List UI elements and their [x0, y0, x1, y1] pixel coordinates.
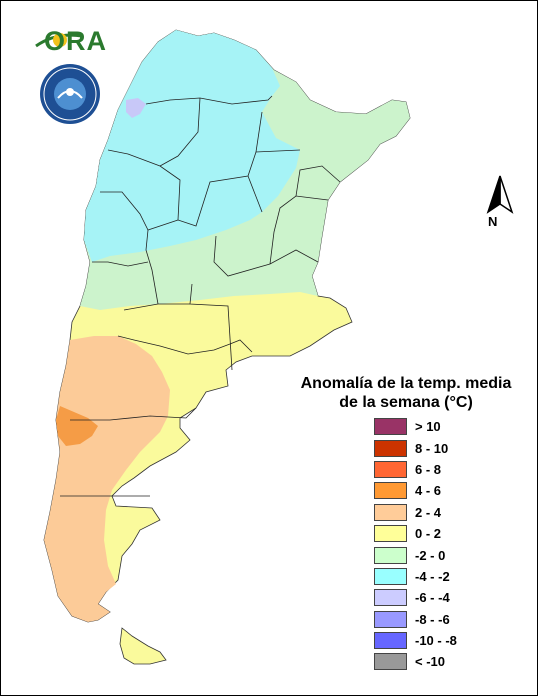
legend-swatch — [374, 460, 407, 478]
legend-swatch — [374, 589, 407, 607]
legend-item: 4 - 6 — [374, 480, 457, 501]
legend-item: -4 - -2 — [374, 566, 457, 587]
legend-title: Anomalía de la temp. media de la semana … — [296, 374, 516, 412]
ora-logo-mark — [35, 33, 83, 48]
north-label: N — [488, 214, 498, 229]
legend-item: > 10 — [374, 416, 457, 437]
legend-label: -2 - 0 — [415, 547, 446, 563]
legend-item: 2 - 4 — [374, 502, 457, 523]
legend-label: -10 - -8 — [415, 633, 457, 649]
province-borders — [60, 95, 341, 497]
legend-label: < -10 — [415, 654, 445, 670]
legend-label: 8 - 10 — [415, 440, 449, 456]
legend-label: 6 - 8 — [415, 461, 442, 477]
tierra-del-fuego — [119, 627, 167, 665]
legend-label: 4 - 6 — [415, 483, 442, 499]
legend-swatch — [374, 482, 407, 500]
legend-swatch — [374, 632, 407, 650]
north-cold-zone — [84, 30, 300, 262]
legend-label: > 10 — [415, 419, 441, 435]
agency-seal-logo — [40, 64, 100, 124]
legend-label: 0 - 2 — [415, 526, 442, 542]
legend-label: -6 - -4 — [415, 590, 450, 606]
legend-swatch — [374, 418, 407, 436]
legend-label: -4 - -2 — [415, 568, 450, 584]
legend-swatch — [374, 439, 407, 457]
legend-item: -10 - -8 — [374, 630, 457, 651]
legend-item: -8 - -6 — [374, 609, 457, 630]
legend-swatch — [374, 503, 407, 521]
north-arrow-icon — [486, 175, 514, 214]
legend-swatch — [374, 567, 407, 585]
legend-title-line-2: de la semana (°C) — [339, 394, 473, 411]
legend-item: -2 - 0 — [374, 544, 457, 565]
legend-swatch — [374, 546, 407, 564]
andes-hot-spot — [56, 406, 98, 446]
legend-swatch — [374, 525, 407, 543]
legend-label: -8 - -6 — [415, 611, 450, 627]
legend-label: 2 - 4 — [415, 504, 442, 520]
legend-swatch — [374, 653, 407, 671]
legend-item: 0 - 2 — [374, 523, 457, 544]
legend-item: -6 - -4 — [374, 587, 457, 608]
legend-title-line-1: Anomalía de la temp. media — [300, 375, 512, 392]
legend-item: < -10 — [374, 651, 457, 672]
legend-swatch — [374, 610, 407, 628]
ora-logo-text: ORA — [44, 26, 107, 56]
legend-item: 8 - 10 — [374, 437, 457, 458]
legend: > 10 8 - 10 6 - 8 4 - 6 2 - 4 0 - 2 -2 -… — [374, 416, 457, 673]
legend-item: 6 - 8 — [374, 459, 457, 480]
patagonia-warm-zone — [44, 336, 170, 622]
cold-spot — [126, 98, 146, 118]
